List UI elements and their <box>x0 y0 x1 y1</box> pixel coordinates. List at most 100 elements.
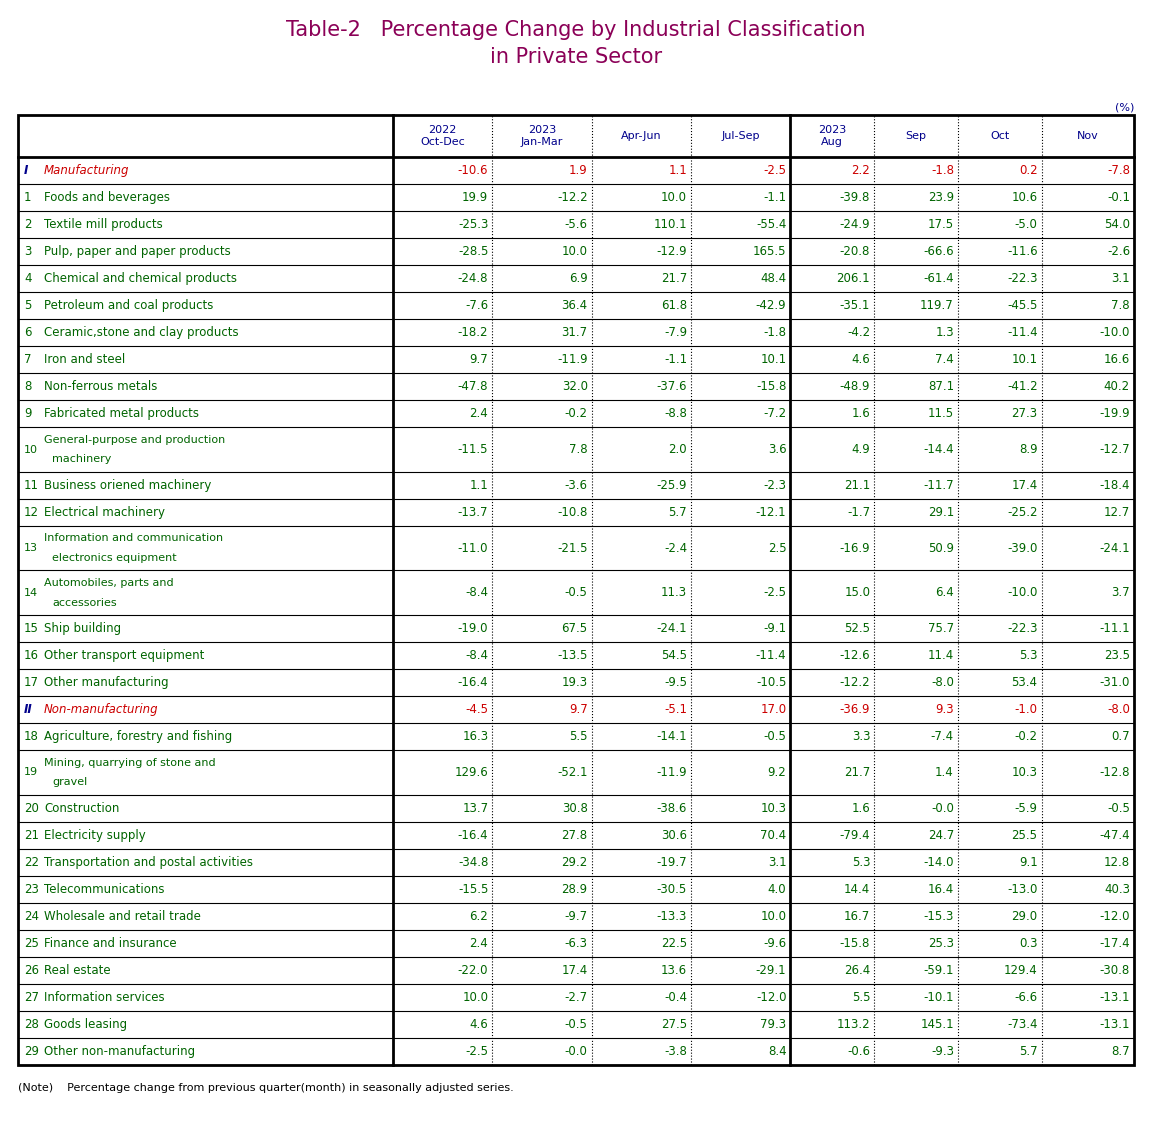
Text: -11.7: -11.7 <box>923 479 954 492</box>
Text: -0.6: -0.6 <box>847 1045 870 1058</box>
Text: -34.8: -34.8 <box>458 856 488 868</box>
Text: I: I <box>24 164 29 177</box>
Text: -11.1: -11.1 <box>1099 622 1130 636</box>
Text: -1.7: -1.7 <box>847 506 870 519</box>
Text: 3.7: 3.7 <box>1112 586 1130 600</box>
Text: -12.9: -12.9 <box>657 245 687 258</box>
Text: 19: 19 <box>24 767 38 777</box>
Text: -11.4: -11.4 <box>1007 326 1038 339</box>
Text: Information and communication: Information and communication <box>44 533 223 543</box>
Text: -1.1: -1.1 <box>764 191 787 204</box>
Text: 31.7: 31.7 <box>561 326 588 339</box>
Text: 6.2: 6.2 <box>470 910 488 922</box>
Text: 12.8: 12.8 <box>1104 856 1130 868</box>
Text: Mining, quarrying of stone and: Mining, quarrying of stone and <box>44 757 215 767</box>
Text: Petroleum and coal products: Petroleum and coal products <box>44 299 213 312</box>
Text: 23: 23 <box>24 883 39 896</box>
Text: -16.4: -16.4 <box>457 829 488 842</box>
Text: -3.8: -3.8 <box>665 1045 687 1058</box>
Text: -8.4: -8.4 <box>465 649 488 663</box>
Text: 32.0: 32.0 <box>562 380 588 394</box>
Text: -25.9: -25.9 <box>657 479 687 492</box>
Text: 2022
Oct-Dec: 2022 Oct-Dec <box>420 125 465 147</box>
Text: -66.6: -66.6 <box>923 245 954 258</box>
Text: 15.0: 15.0 <box>844 586 870 600</box>
Text: 3.6: 3.6 <box>768 443 787 456</box>
Text: 4.6: 4.6 <box>470 1018 488 1030</box>
Text: 2.0: 2.0 <box>668 443 687 456</box>
Text: Agriculture, forestry and fishing: Agriculture, forestry and fishing <box>44 730 233 744</box>
Text: 30.8: 30.8 <box>562 802 588 814</box>
Text: -2.6: -2.6 <box>1107 245 1130 258</box>
Text: -12.2: -12.2 <box>840 676 870 690</box>
Text: -13.1: -13.1 <box>1099 991 1130 1004</box>
Text: -30.8: -30.8 <box>1100 964 1130 976</box>
Text: Iron and steel: Iron and steel <box>44 353 126 366</box>
Text: Oct: Oct <box>990 130 1009 141</box>
Text: Manufacturing: Manufacturing <box>44 164 129 177</box>
Text: electronics equipment: electronics equipment <box>52 554 176 562</box>
Text: 10: 10 <box>24 444 38 454</box>
Text: 6.4: 6.4 <box>935 586 954 600</box>
Text: 2.4: 2.4 <box>470 937 488 950</box>
Text: -24.8: -24.8 <box>457 272 488 285</box>
Text: -1.8: -1.8 <box>931 164 954 177</box>
Text: -36.9: -36.9 <box>840 703 870 717</box>
Text: -7.4: -7.4 <box>931 730 954 744</box>
Text: 2.4: 2.4 <box>470 407 488 421</box>
Text: 11.5: 11.5 <box>927 407 954 421</box>
Text: 25.3: 25.3 <box>927 937 954 950</box>
Text: -6.6: -6.6 <box>1015 991 1038 1004</box>
Text: -10.0: -10.0 <box>1100 326 1130 339</box>
Text: 2023
Aug: 2023 Aug <box>818 125 847 147</box>
Text: 52.5: 52.5 <box>844 622 870 636</box>
Text: -41.2: -41.2 <box>1007 380 1038 394</box>
Text: in Private Sector: in Private Sector <box>490 47 662 68</box>
Text: 48.4: 48.4 <box>760 272 787 285</box>
Text: 4.0: 4.0 <box>768 883 787 896</box>
Text: -16.9: -16.9 <box>840 541 870 555</box>
Text: -7.8: -7.8 <box>1107 164 1130 177</box>
Text: -19.9: -19.9 <box>1099 407 1130 421</box>
Text: 28.9: 28.9 <box>561 883 588 896</box>
Text: -7.9: -7.9 <box>664 326 687 339</box>
Text: 22: 22 <box>24 856 39 868</box>
Text: -47.8: -47.8 <box>457 380 488 394</box>
Text: 12: 12 <box>24 506 39 519</box>
Text: 27.3: 27.3 <box>1011 407 1038 421</box>
Text: 11.4: 11.4 <box>927 649 954 663</box>
Text: -0.4: -0.4 <box>664 991 687 1004</box>
Text: -13.5: -13.5 <box>558 649 588 663</box>
Text: 75.7: 75.7 <box>927 622 954 636</box>
Text: -10.1: -10.1 <box>924 991 954 1004</box>
Text: -12.0: -12.0 <box>756 991 787 1004</box>
Text: 5.5: 5.5 <box>851 991 870 1004</box>
Text: 25: 25 <box>24 937 39 950</box>
Text: Chemical and chemical products: Chemical and chemical products <box>44 272 237 285</box>
Text: 1.1: 1.1 <box>668 164 687 177</box>
Text: 11: 11 <box>24 479 39 492</box>
Text: 19.9: 19.9 <box>462 191 488 204</box>
Text: 110.1: 110.1 <box>653 218 687 231</box>
Text: 17.4: 17.4 <box>1011 479 1038 492</box>
Text: -31.0: -31.0 <box>1100 676 1130 690</box>
Text: 9: 9 <box>24 407 31 421</box>
Text: 17.5: 17.5 <box>927 218 954 231</box>
Text: 6: 6 <box>24 326 31 339</box>
Text: -19.0: -19.0 <box>457 622 488 636</box>
Text: -19.7: -19.7 <box>657 856 687 868</box>
Text: 26: 26 <box>24 964 39 976</box>
Text: Fabricated metal products: Fabricated metal products <box>44 407 199 421</box>
Text: 8.4: 8.4 <box>768 1045 787 1058</box>
Text: -4.2: -4.2 <box>847 326 870 339</box>
Text: Construction: Construction <box>44 802 120 814</box>
Text: 7: 7 <box>24 353 31 366</box>
Text: 27.5: 27.5 <box>661 1018 687 1030</box>
Text: 8.7: 8.7 <box>1112 1045 1130 1058</box>
Text: 21.1: 21.1 <box>844 479 870 492</box>
Text: Other non-manufacturing: Other non-manufacturing <box>44 1045 195 1058</box>
Text: Information services: Information services <box>44 991 165 1004</box>
Text: 5.5: 5.5 <box>569 730 588 744</box>
Text: 4.6: 4.6 <box>851 353 870 366</box>
Text: -24.1: -24.1 <box>657 622 687 636</box>
